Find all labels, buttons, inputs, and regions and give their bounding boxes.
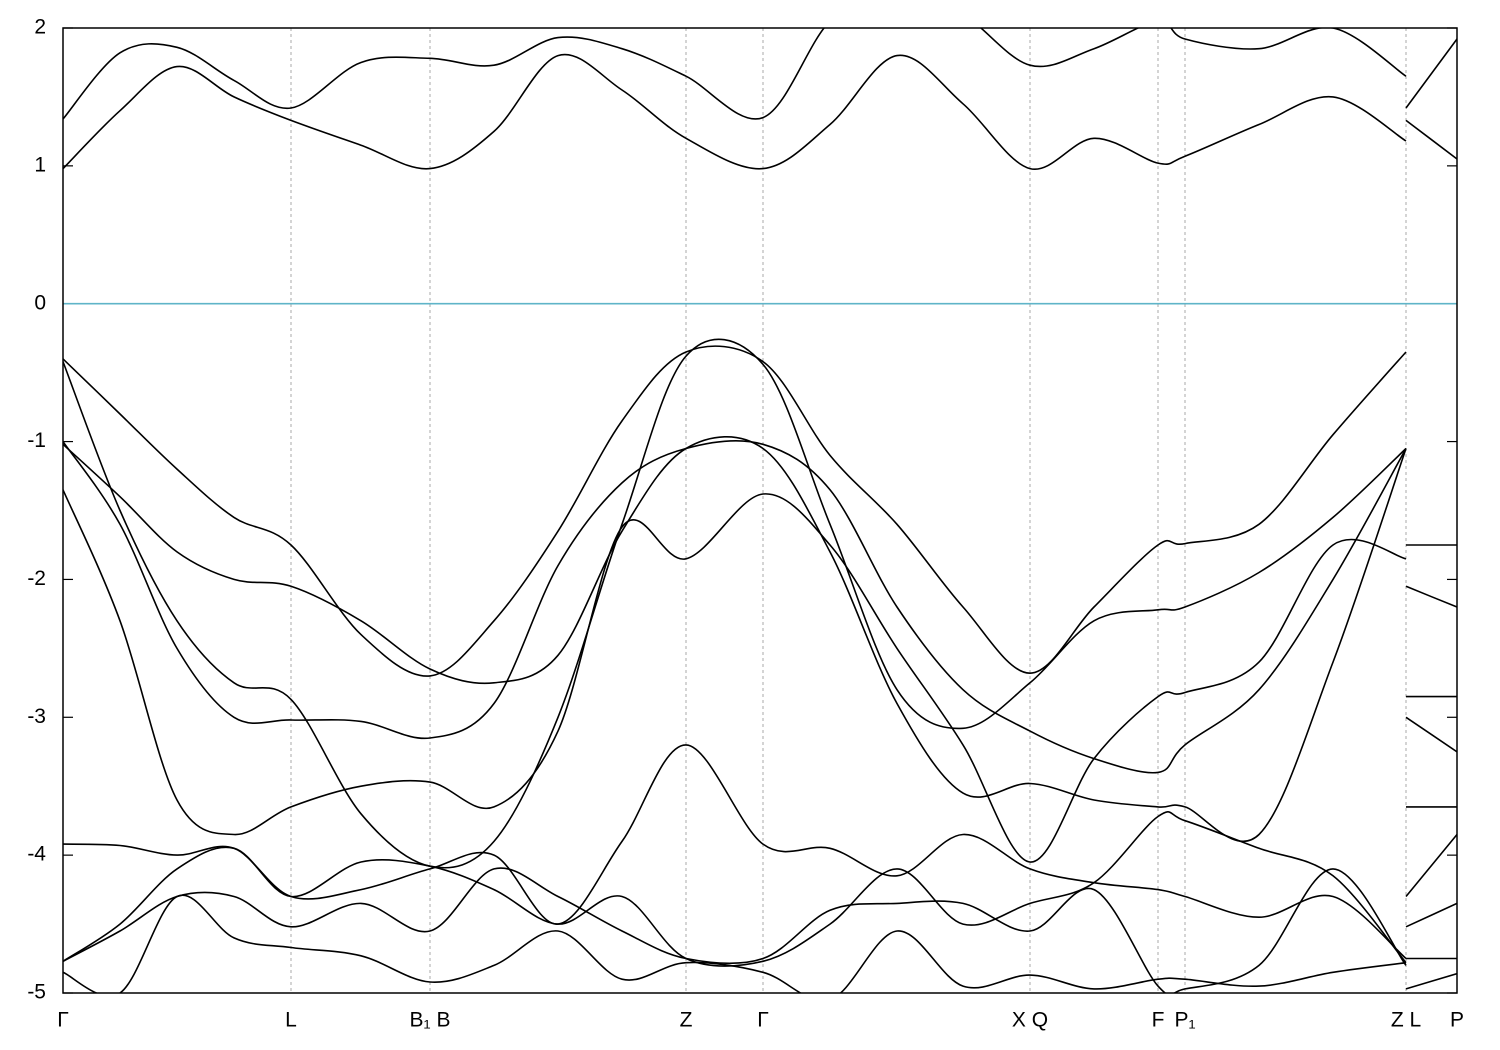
band-line xyxy=(63,28,1457,120)
y-tick-label: -1 xyxy=(27,429,46,452)
band-line xyxy=(63,345,1457,677)
y-tick-label: 1 xyxy=(34,153,46,176)
x-tick-label: F xyxy=(1152,1009,1165,1032)
x-tick-label: Γ xyxy=(57,1009,69,1032)
band-line xyxy=(63,811,1457,967)
band-line xyxy=(63,440,1457,774)
y-tick-label: 0 xyxy=(34,291,46,314)
bands xyxy=(63,28,1457,993)
band-line xyxy=(63,894,1457,993)
tick-labels: -5 -4 -3 -2 -1 0 1 2 Γ L B₁ B Z Γ X Q F P₁ Z L P xyxy=(27,16,1464,1032)
band-line xyxy=(63,744,1457,960)
x-tick-label: Z xyxy=(680,1009,693,1032)
x-tick-label: L xyxy=(285,1009,297,1032)
y-tick-label: 2 xyxy=(34,16,46,39)
band-line xyxy=(63,436,1457,843)
band-line xyxy=(63,867,1457,993)
y-tick-label: -5 xyxy=(27,981,46,1004)
x-tick-label: P xyxy=(1450,1009,1464,1032)
x-tick-label: X Q xyxy=(1012,1009,1048,1032)
y-tick-label: -3 xyxy=(27,705,46,728)
x-tick-label: B₁ B xyxy=(410,1009,451,1032)
y-tick-label: -4 xyxy=(27,843,46,866)
x-tick-label: Γ xyxy=(757,1009,769,1032)
plot-frame xyxy=(62,27,1458,994)
band-line xyxy=(63,338,1457,869)
grid xyxy=(63,27,1457,994)
band-line xyxy=(63,53,1457,170)
x-tick-label: P₁ xyxy=(1174,1009,1195,1032)
x-tick-label: Z L xyxy=(1391,1009,1421,1032)
band-line xyxy=(63,489,1457,863)
y-tick-label: -2 xyxy=(27,567,46,590)
